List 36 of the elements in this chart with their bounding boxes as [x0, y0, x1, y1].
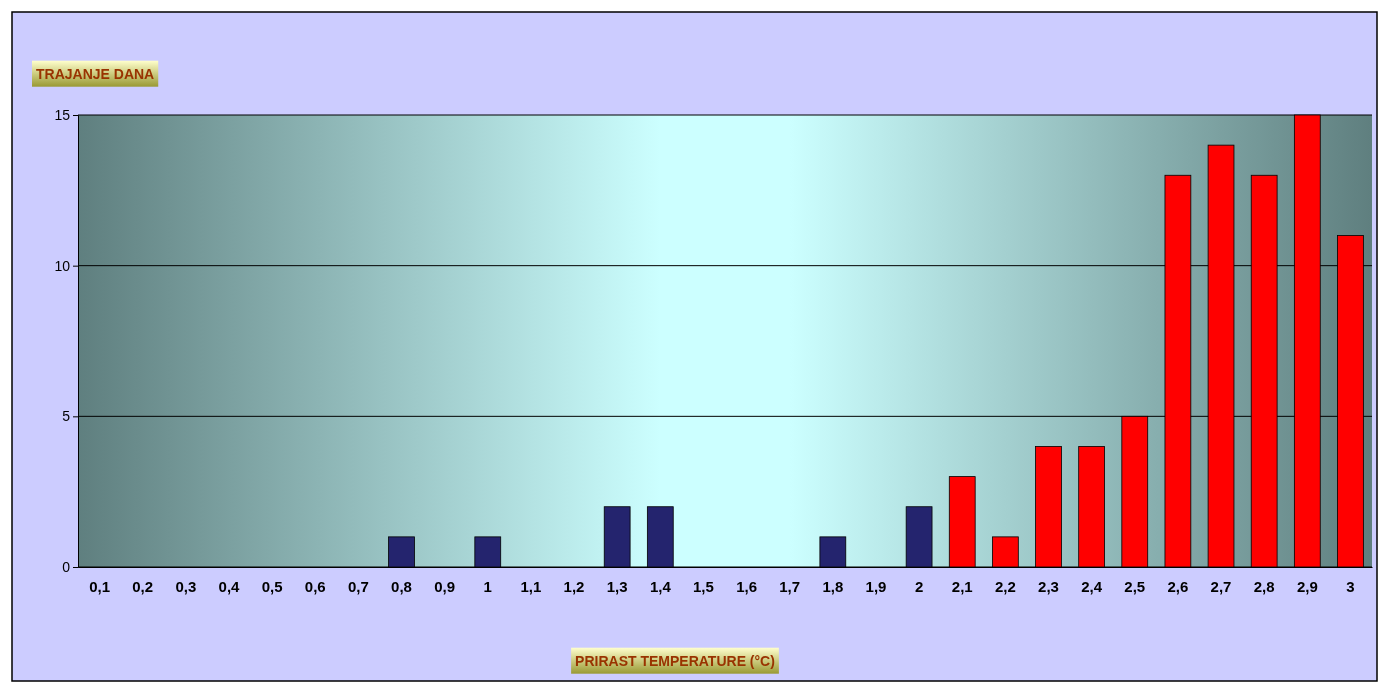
y-tick-label: 15 [54, 106, 71, 123]
x-tick-label: 3 [1346, 577, 1355, 595]
x-tick-label: 0,8 [391, 577, 412, 595]
y-tick-label: 10 [54, 257, 71, 274]
x-tick-label: 0,3 [175, 577, 197, 595]
x-tick-label: 1,4 [649, 577, 672, 595]
x-tick-label: 2,4 [1081, 577, 1103, 595]
x-tick-label: 1,6 [736, 577, 757, 595]
x-tick-label: 2,3 [1038, 577, 1059, 595]
x-tick-label: 2,6 [1167, 577, 1189, 595]
x-tick-label: 0,1 [89, 577, 110, 595]
x-tick-label: 1 [483, 577, 492, 595]
x-tick-label: 1,8 [822, 577, 844, 595]
x-tick-label: 0,5 [261, 577, 283, 595]
x-tick-label: 2,7 [1210, 577, 1232, 595]
x-tick-label: 2,9 [1296, 577, 1318, 595]
x-tick-label: 1,1 [520, 577, 542, 595]
y-tick-label: 5 [62, 408, 71, 425]
x-tick-label: 0,2 [132, 577, 154, 595]
y-axis-title: TRAJANJE DANA [36, 65, 155, 82]
x-tick-label: 2,5 [1124, 577, 1146, 595]
x-tick-label: 1,7 [779, 577, 801, 595]
y-tick-label: 0 [62, 558, 71, 575]
x-tick-label: 2,1 [951, 577, 973, 595]
x-tick-label: 1,2 [563, 577, 585, 595]
x-tick-label: 1,3 [606, 577, 628, 595]
x-tick-label: 2,2 [994, 577, 1016, 595]
x-tick-label: 2,8 [1253, 577, 1275, 595]
x-axis-title: PRIRAST TEMPERATURE (°C) [575, 652, 775, 669]
x-tick-label: 2 [914, 577, 924, 595]
x-tick-label: 1,9 [865, 577, 887, 595]
x-tick-label: 0,9 [434, 577, 456, 595]
x-tick-label: 0,6 [304, 577, 326, 595]
x-tick-label: 0,4 [218, 577, 241, 595]
x-tick-label: 0,7 [347, 577, 369, 595]
x-tick-label: 1,5 [693, 577, 714, 595]
